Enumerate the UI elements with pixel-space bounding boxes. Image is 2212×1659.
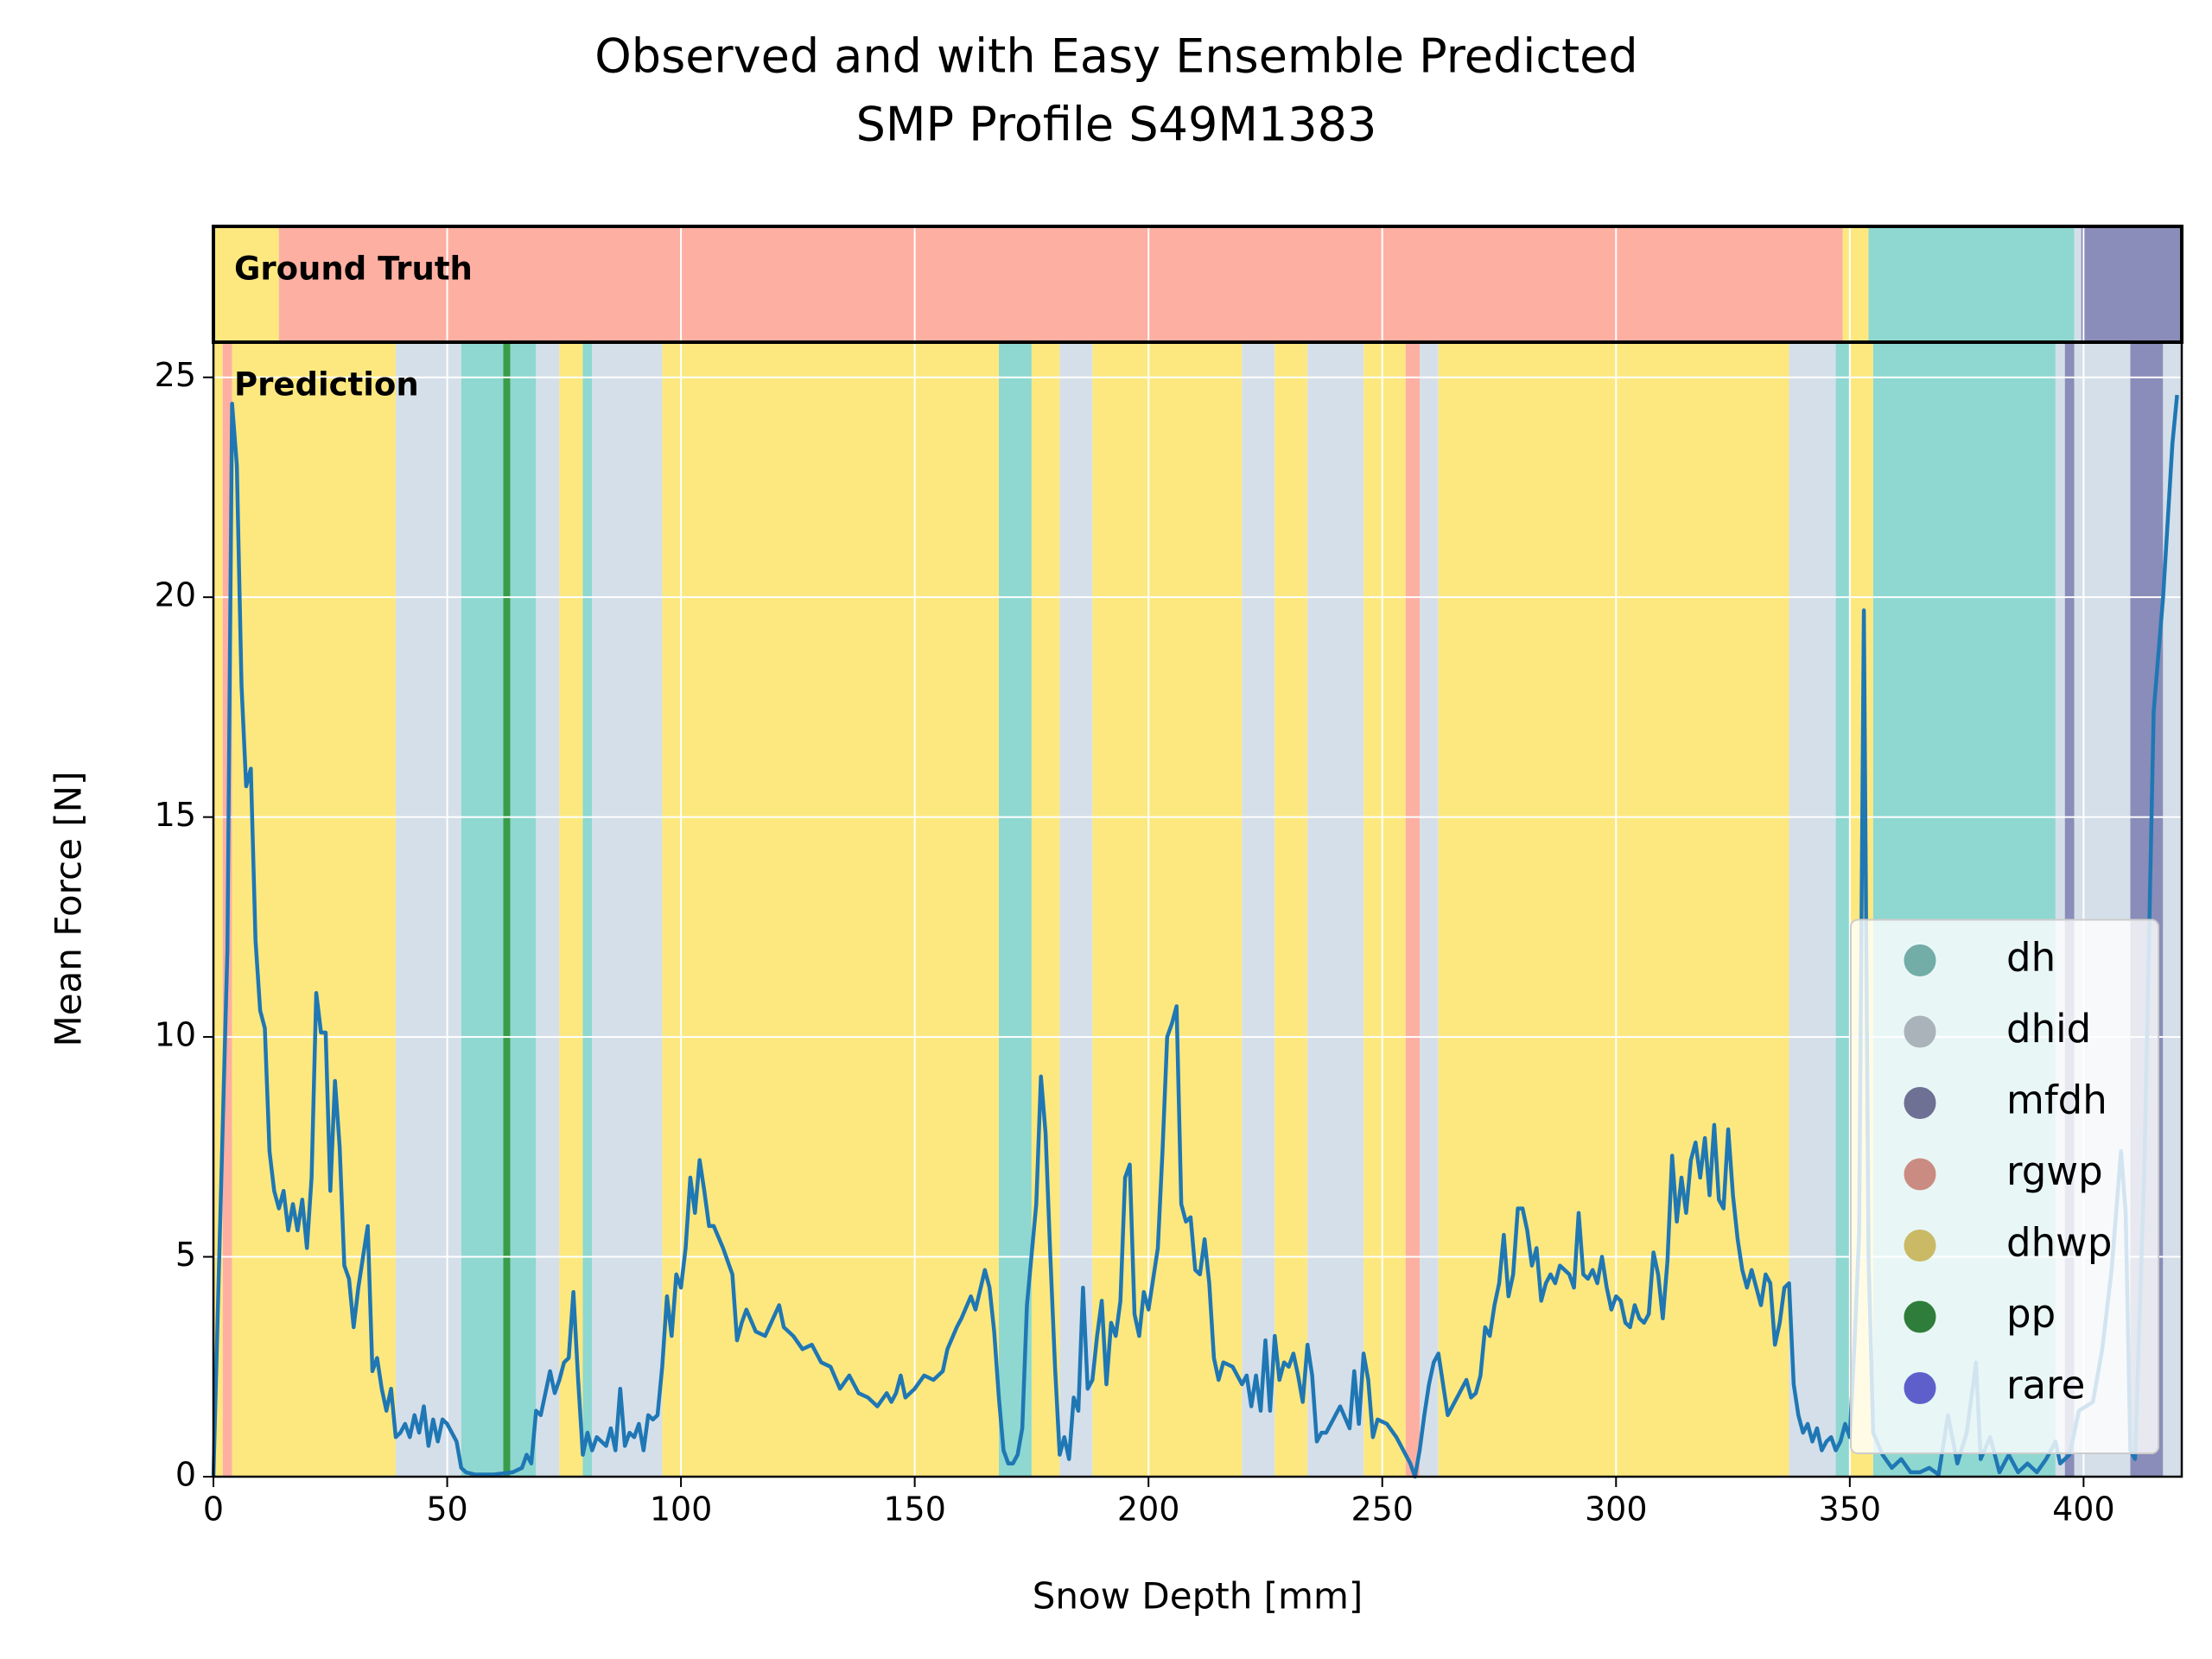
layer-band — [1842, 226, 1869, 342]
y-tick-label: 15 — [155, 796, 196, 834]
layer-band — [1868, 226, 2075, 342]
x-tick-label: 200 — [1117, 1491, 1180, 1529]
bands — [213, 226, 2182, 1477]
legend: dh dhid mfdh rgwp dhwp pp rare — [1850, 918, 2159, 1454]
legend-label: rgwp — [2006, 1148, 2103, 1194]
layer-band — [1789, 342, 1836, 1477]
layer-band — [2055, 342, 2065, 1477]
data-line — [211, 394, 2179, 1479]
ground-truth-frame — [212, 225, 2183, 344]
ground-truth-label: Ground Truth — [234, 251, 473, 288]
frame — [203, 225, 2183, 1487]
legend-marker — [1904, 1300, 1936, 1333]
layer-band — [2163, 342, 2182, 1477]
x-tick-label: 150 — [883, 1491, 946, 1529]
x-tick-label: 400 — [2052, 1491, 2115, 1529]
layer-band — [1405, 342, 1421, 1477]
layer-band — [510, 342, 537, 1477]
layer-band — [1307, 342, 1364, 1477]
x-axis-label: Snow Depth [mm] — [1033, 1575, 1363, 1618]
layer-band — [999, 342, 1032, 1477]
x-tick-label: 50 — [426, 1491, 467, 1529]
layer-band — [1835, 342, 1850, 1477]
layer-band — [1420, 342, 1439, 1477]
legend-marker — [1904, 944, 1936, 976]
layer-band — [2074, 226, 2082, 342]
legend-box — [1850, 918, 2159, 1454]
layer-band — [1363, 342, 1406, 1477]
y-tick-label: 10 — [155, 1016, 196, 1054]
layer-band — [662, 342, 1000, 1477]
layer-band — [2064, 342, 2075, 1477]
x-tick-label: 350 — [1819, 1491, 1882, 1529]
layer-band — [592, 342, 663, 1477]
y-tick-label: 0 — [175, 1456, 196, 1494]
layer-band — [1274, 342, 1308, 1477]
legend-marker — [1904, 1158, 1936, 1191]
grid — [213, 226, 2182, 1478]
legend-marker — [1904, 1372, 1936, 1404]
legend-label: pp — [2006, 1291, 2056, 1337]
layer-band — [1242, 342, 1275, 1477]
layer-band — [582, 342, 593, 1477]
layer-band — [2081, 226, 2182, 342]
legend-marker — [1904, 1230, 1936, 1262]
chart-title: SMP Profile S49M1383 — [856, 98, 1377, 152]
layer-band — [536, 342, 560, 1477]
chart-title: Observed and with Easy Ensemble Predicte… — [594, 29, 1637, 84]
layer-band — [503, 342, 511, 1477]
legend-label: dh — [2006, 935, 2056, 981]
y-tick-label: 25 — [155, 356, 196, 394]
layer-band — [559, 342, 583, 1477]
x-tick-label: 0 — [203, 1491, 224, 1529]
x-tick-label: 300 — [1585, 1491, 1648, 1529]
layer-band — [278, 226, 1843, 342]
legend-label: dhid — [2006, 1006, 2091, 1052]
legend-marker — [1904, 1087, 1936, 1119]
labels: 0 50 100 150 200 250 300 350 400 0 5 10 15 20 25 Ground… — [155, 251, 2115, 1529]
layer-band — [213, 226, 279, 342]
layer-band — [1059, 342, 1093, 1477]
legend-marker — [1904, 1015, 1936, 1048]
prediction-label: Prediction — [234, 366, 419, 404]
legend-label: mfdh — [2006, 1077, 2107, 1123]
y-tick-label: 20 — [155, 576, 196, 614]
layer-band — [396, 342, 461, 1477]
y-tick-label: 5 — [175, 1236, 196, 1274]
legend-label: dhwp — [2006, 1220, 2112, 1266]
layer-band — [461, 342, 504, 1477]
layer-band — [1031, 342, 1060, 1477]
y-axis-label: Mean Force [N] — [48, 772, 90, 1047]
legend-label: rare — [2006, 1363, 2085, 1408]
layer-band — [213, 342, 223, 1477]
x-tick-label: 250 — [1351, 1491, 1414, 1529]
x-tick-label: 100 — [650, 1491, 713, 1529]
layer-band — [1092, 342, 1243, 1477]
plot — [211, 394, 2179, 1479]
